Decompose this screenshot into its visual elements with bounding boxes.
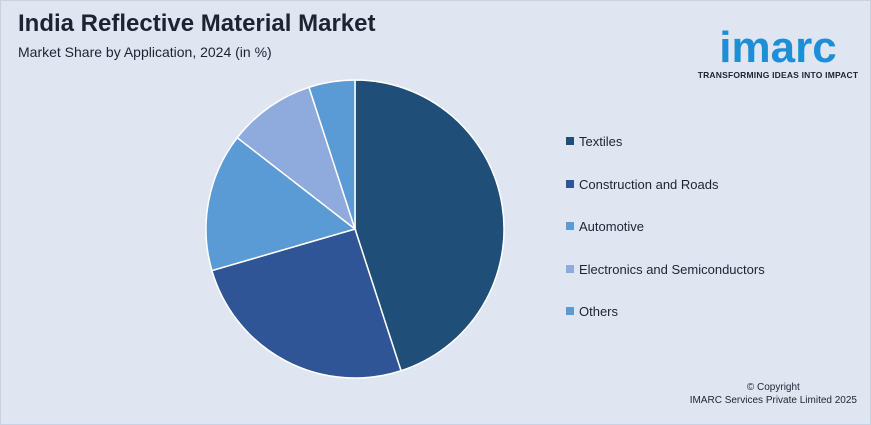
legend-label-automotive: Automotive [579,219,645,234]
legend-swatch-automotive [566,222,574,230]
copyright-company: IMARC Services Private Limited 2025 [689,395,857,406]
legend-item-construction-and-roads: Construction and Roads [566,177,718,193]
logo-wordmark: imarc [719,23,837,72]
legend-swatch-electronics-and-semiconductors [566,264,574,273]
legend-label-electronics-and-semiconductors: Electronics and Semiconductors [579,261,765,277]
pie-slice-construction-and-roads [210,228,402,379]
legend-swatch-construction-and-roads [566,179,574,188]
pie-slice-automotive [205,136,357,272]
copyright-note: © Copyright IMARC Services Private Limit… [690,381,857,407]
pie-slice-others [308,79,356,230]
legend-label-others: Others [579,304,619,319]
legend-item-automotive: Automotive [566,219,644,235]
pie-slice-textiles [354,79,505,372]
legend-label-textiles: Textiles [579,134,623,149]
legend-item-others: Others [566,304,618,320]
legend-label-construction-and-roads: Construction and Roads [579,176,719,192]
legend-item-textiles: Textiles [566,134,622,150]
legend-swatch-others [566,307,574,315]
imarc-logo: imarc TRANSFORMING IDEAS INTO IMPACT [694,8,862,84]
pie-slice-electronics-and-semiconductors [236,86,357,232]
logo-tagline: TRANSFORMING IDEAS INTO IMPACT [697,70,859,80]
copyright-line: © Copyright [746,382,800,393]
legend-item-electronics-and-semiconductors: Electronics and Semiconductors [566,262,765,278]
chart-subtitle: Market Share by Application, 2024 (in %) [18,44,272,60]
legend-swatch-textiles [566,137,574,145]
chart-title: India Reflective Material Market [18,10,376,37]
